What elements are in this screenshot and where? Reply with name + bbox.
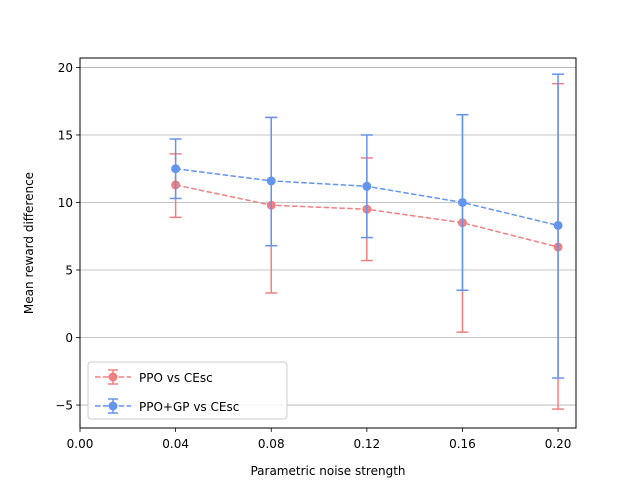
series-1: [169, 82, 565, 410]
legend-label: PPO vs CEsc: [139, 371, 213, 385]
y-axis-label: Mean reward difference: [22, 172, 36, 314]
legend-marker: [108, 401, 118, 411]
axis-ticks: −5 0 5 10 15 20 0.00 0.04 0.08 0.12 0.16 0.20: [55, 61, 571, 451]
data-point: [171, 164, 181, 174]
legend: PPO vs CEsc PPO+GP vs CEsc: [87, 361, 288, 420]
data-point: [553, 220, 563, 230]
x-tick-label: 0.00: [67, 437, 94, 451]
legend-label: PPO+GP vs CEsc: [139, 400, 239, 414]
x-tick-label: 0.12: [353, 437, 380, 451]
legend-item-1: PPO vs CEsc: [95, 369, 213, 385]
legend-item-2: PPO+GP vs CEsc: [95, 398, 239, 414]
y-tick-label: 10: [58, 196, 73, 210]
x-tick-label: 0.16: [449, 437, 476, 451]
x-axis-label: Parametric noise strength: [250, 464, 405, 478]
y-tick-label: 5: [65, 264, 73, 278]
x-tick-label: 0.20: [545, 437, 572, 451]
x-tick-label: 0.08: [258, 437, 285, 451]
x-tick-label: 0.04: [162, 437, 189, 451]
data-point: [266, 176, 276, 186]
y-tick-label: 15: [58, 128, 73, 142]
plot-frame: [79, 57, 577, 429]
series-layer: [169, 73, 565, 410]
y-tick-label: 20: [58, 61, 73, 75]
legend-box: [87, 361, 288, 420]
y-tick-label: 0: [65, 331, 73, 345]
legend-marker: [108, 372, 118, 382]
series-2: [169, 73, 565, 379]
grid-lines: [80, 67, 576, 406]
y-tick-label: −5: [55, 399, 73, 413]
data-point: [362, 181, 372, 191]
data-point: [457, 197, 467, 207]
